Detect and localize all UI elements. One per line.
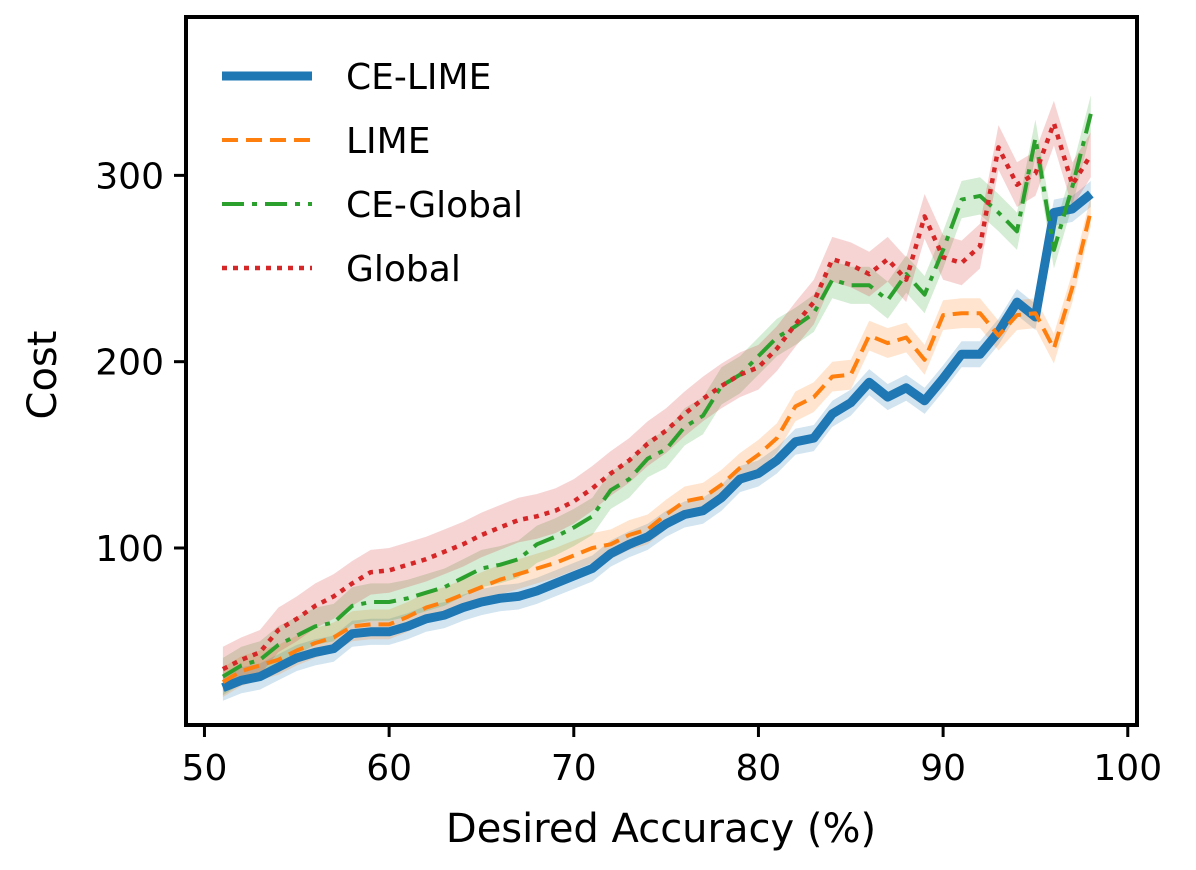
x-tick-label: 100 bbox=[1093, 748, 1162, 789]
plot-frame bbox=[184, 15, 1139, 727]
x-tick-label: 80 bbox=[736, 748, 782, 789]
y-tick-label: 100 bbox=[95, 529, 164, 570]
legend-label-global: Global bbox=[346, 249, 461, 290]
y-tick-label: 200 bbox=[95, 343, 164, 384]
band-ce-lime bbox=[222, 181, 1091, 701]
series-line-lime bbox=[221, 210, 1093, 684]
legend-label-ce-lime: CE-LIME bbox=[346, 57, 491, 98]
series-line-global bbox=[221, 120, 1093, 672]
x-tick-label: 60 bbox=[366, 748, 412, 789]
x-tick-label: 50 bbox=[182, 748, 228, 789]
y-tick-label: 300 bbox=[95, 156, 164, 197]
series-line-ce-lime bbox=[221, 190, 1094, 692]
axes: 50 60 70 80 90 100 100 200 300 bbox=[95, 156, 1162, 789]
band-lime bbox=[222, 195, 1091, 698]
x-tick-label: 90 bbox=[920, 748, 966, 789]
x-tick-label: 70 bbox=[551, 748, 597, 789]
y-axis-label: Cost bbox=[20, 331, 66, 420]
legend: CE-LIME LIME CE-Global Global bbox=[222, 57, 523, 290]
legend-label-ce-global: CE-Global bbox=[346, 185, 523, 226]
confidence-bands bbox=[222, 95, 1091, 701]
series-lines bbox=[221, 113, 1094, 692]
legend-label-lime: LIME bbox=[346, 121, 430, 162]
band-global bbox=[222, 100, 1091, 692]
band-ce-global bbox=[222, 95, 1091, 696]
x-axis-label: Desired Accuracy (%) bbox=[446, 806, 876, 852]
